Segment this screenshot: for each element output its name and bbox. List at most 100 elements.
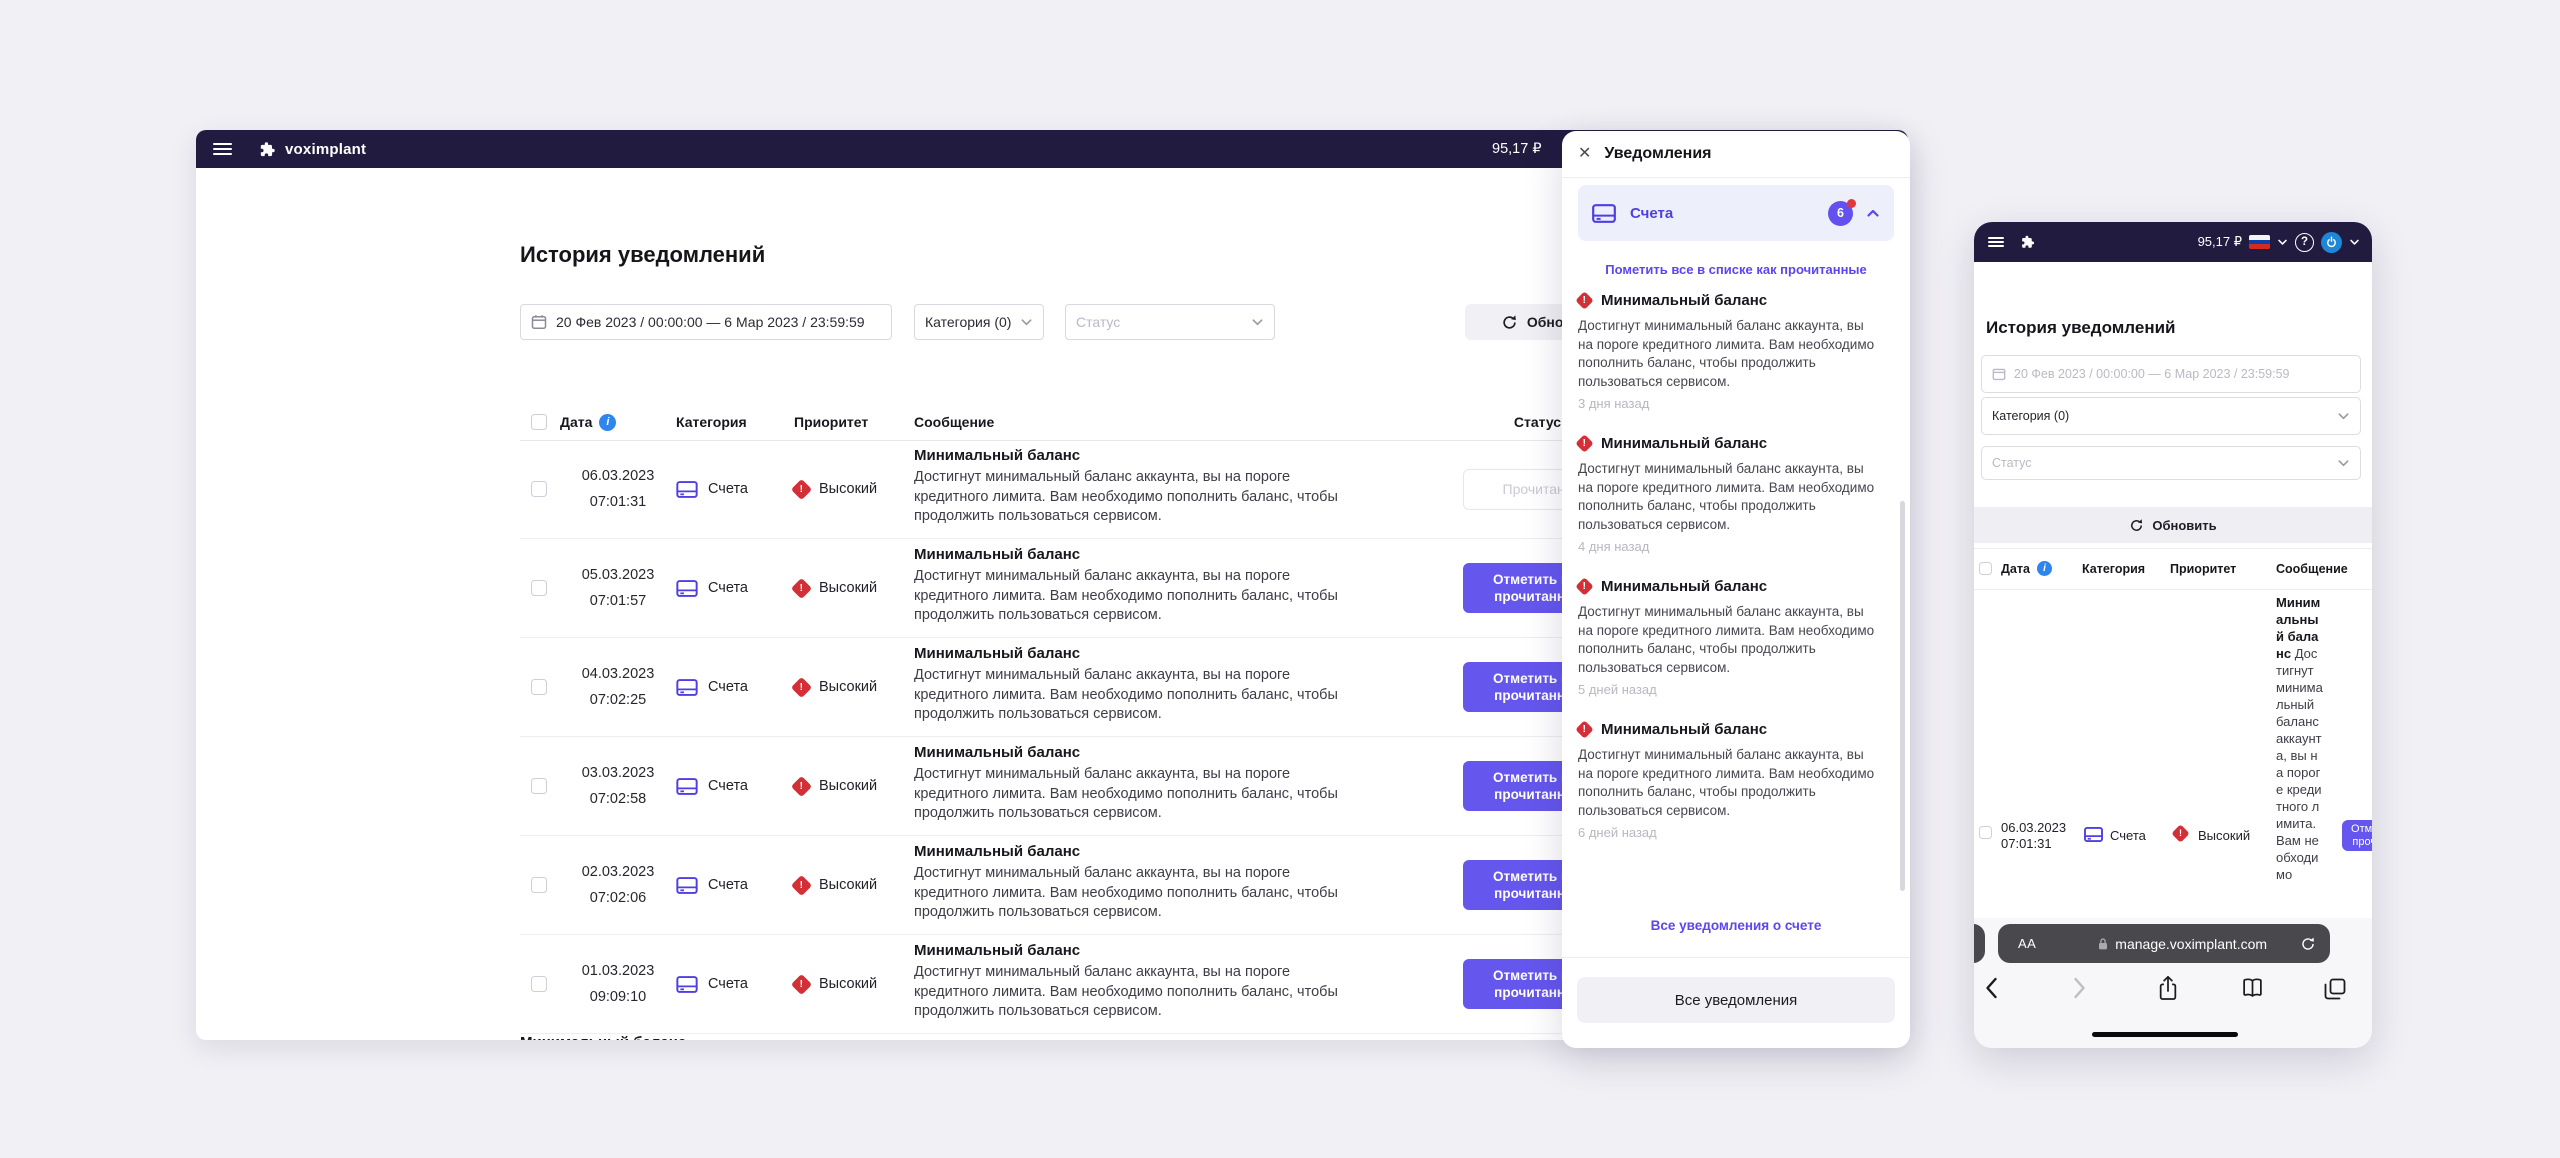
url-bar[interactable]: АА manage.voximplant.com	[1998, 924, 2330, 963]
share-icon[interactable]	[2157, 974, 2179, 1002]
category-select-value: Категория (0)	[925, 314, 1012, 330]
row-checkbox[interactable]	[531, 877, 547, 893]
voximplant-logo-icon[interactable]	[256, 139, 277, 160]
select-all-checkbox[interactable]	[531, 414, 547, 430]
chevron-down-icon[interactable]	[2277, 237, 2288, 247]
menu-icon[interactable]	[213, 142, 232, 156]
notification-table: 06.03.2023 07:01:31 Счета ! Высокий Миним…	[520, 440, 1632, 1034]
voximplant-logo-icon[interactable]	[2018, 233, 2036, 251]
cell-date: 05.03.2023 07:01:57	[581, 566, 655, 609]
panel-notification[interactable]: ! Минимальный баланс Достигнут минимальн…	[1575, 291, 1894, 411]
refresh-button[interactable]: Обновить	[1974, 507, 2372, 543]
partial-table-row: Минимальный баланс	[520, 1028, 1632, 1040]
group-label: Счета	[1630, 204, 1674, 222]
text-size-button[interactable]: АА	[2018, 936, 2037, 951]
refresh-icon	[2129, 518, 2144, 533]
notification-time: 4 дня назад	[1578, 539, 1650, 554]
cell-date: 02.03.2023 07:02:06	[581, 863, 655, 906]
account-balance[interactable]: 95,17 ₽	[2197, 234, 2242, 249]
priority-high-icon: !	[790, 973, 813, 995]
close-icon[interactable]: ✕	[1578, 145, 1592, 162]
russia-flag-icon[interactable]	[2249, 235, 2270, 249]
help-icon[interactable]: ?	[2295, 232, 2314, 252]
select-all-checkbox[interactable]	[1979, 562, 1992, 575]
mark-all-read-link[interactable]: Пометить все в списке как прочитанные	[1605, 262, 1867, 277]
column-status: Статус	[1513, 414, 1562, 430]
row-checkbox[interactable]	[531, 481, 547, 497]
reload-icon[interactable]	[2300, 936, 2316, 952]
unread-count-badge: 6	[1828, 198, 1856, 226]
account-balance[interactable]: 95,17 ₽	[1492, 141, 1542, 157]
column-date[interactable]: Дата	[560, 414, 593, 430]
row-checkbox[interactable]	[531, 679, 547, 695]
date-range-input[interactable]: 20 Фев 2023 / 00:00:00 — 6 Мар 2023 / 23…	[520, 304, 892, 340]
panel-notification[interactable]: ! Минимальный баланс Достигнут минимальн…	[1575, 434, 1894, 554]
account-notifications-link[interactable]: Все уведомления о счете	[1650, 918, 1822, 933]
column-date[interactable]: Дата	[2001, 562, 2030, 576]
account-avatar-icon[interactable]	[2321, 231, 2342, 253]
status-select[interactable]: Статус	[1981, 446, 2361, 480]
column-message: Сообщение	[2276, 562, 2348, 576]
status-select-placeholder: Статус	[1992, 456, 2032, 470]
column-category: Категория	[676, 414, 747, 430]
chevron-up-icon[interactable]	[1866, 208, 1880, 219]
panel-scrollbar[interactable]	[1900, 501, 1905, 891]
calendar-icon	[1992, 367, 2006, 381]
chevron-down-icon[interactable]	[2349, 237, 2360, 247]
category-select[interactable]: Категория (0)	[1981, 397, 2361, 435]
info-icon[interactable]: i	[2037, 561, 2052, 576]
cell-priority: ! Высокий	[790, 775, 914, 797]
row-checkbox[interactable]	[531, 778, 547, 794]
chevron-down-icon	[2337, 410, 2350, 422]
group-accounts[interactable]: Счета 6	[1578, 185, 1894, 241]
bookmarks-icon[interactable]	[2240, 977, 2265, 999]
panel-notification-list: ! Минимальный баланс Достигнут минимальн…	[1575, 291, 1894, 840]
cell-category: Счета	[676, 876, 794, 894]
chevron-down-icon	[1251, 316, 1264, 328]
mark-read-button[interactable]: Отметить как прочитанное	[2342, 820, 2372, 851]
row-checkbox[interactable]	[531, 580, 547, 596]
status-select[interactable]: Статус	[1065, 304, 1275, 340]
cell-priority: ! Высокий	[790, 676, 914, 698]
partial-row-title: Минимальный баланс	[520, 1034, 1632, 1040]
priority-high-icon: !	[1575, 577, 1594, 596]
row-checkbox[interactable]	[1979, 826, 1992, 839]
cell-category: Счета	[676, 480, 794, 498]
panel-notification[interactable]: ! Минимальный баланс Достигнут минимальн…	[1575, 577, 1894, 697]
credit-card-icon	[1592, 203, 1616, 223]
category-select[interactable]: Категория (0)	[914, 304, 1044, 340]
priority-high-icon: !	[1575, 720, 1594, 739]
chevron-down-icon	[2337, 457, 2350, 469]
adjacent-tab-stub[interactable]	[1974, 924, 1985, 963]
cell-priority: ! Высокий	[790, 478, 914, 500]
priority-high-icon: !	[2171, 824, 2190, 843]
menu-icon[interactable]	[1988, 236, 2004, 248]
chevron-down-icon	[1020, 316, 1033, 328]
date-range-input[interactable]: 20 Фев 2023 / 00:00:00 — 6 Мар 2023 / 23…	[1981, 355, 2361, 393]
info-icon[interactable]: i	[599, 413, 617, 431]
priority-high-icon: !	[790, 577, 813, 599]
panel-notification[interactable]: ! Минимальный баланс Достигнут минимальн…	[1575, 720, 1894, 840]
safari-toolbar: АА manage.voximplant.com	[1974, 918, 2372, 1048]
tabs-icon[interactable]	[2323, 977, 2347, 1001]
brand-name: voximplant	[285, 140, 367, 158]
home-indicator[interactable]	[2092, 1032, 2238, 1037]
table-row: 05.03.2023 07:01:57 Счета ! Высокий Миним…	[520, 539, 1632, 638]
url-text: manage.voximplant.com	[2115, 935, 2268, 952]
forward-icon[interactable]	[2073, 977, 2086, 999]
cell-category: Счета	[2110, 828, 2146, 843]
cell-message: Минимальный баланс Достигнут минимальный…	[914, 942, 1338, 1019]
cell-priority: ! Высокий	[790, 973, 914, 995]
all-notifications-button[interactable]: Все уведомления	[1577, 977, 1895, 1023]
row-checkbox[interactable]	[531, 976, 547, 992]
cell-date: 01.03.2023 09:09:10	[581, 962, 655, 1005]
table-row: 03.03.2023 07:02:58 Счета ! Высокий Миним…	[520, 737, 1632, 836]
page-title: История уведомлений	[1986, 318, 2176, 337]
cell-priority: ! Высокий	[790, 874, 914, 896]
back-icon[interactable]	[1985, 977, 1998, 999]
date-range-value: 20 Фев 2023 / 00:00:00 — 6 Мар 2023 / 23…	[556, 314, 865, 330]
lock-icon	[2097, 937, 2109, 951]
notification-time: 6 дней назад	[1578, 825, 1657, 840]
unread-dot	[1847, 198, 1856, 208]
table-row: 06.03.2023 07:01:31 Счета ! Высокий Миним…	[520, 440, 1632, 539]
